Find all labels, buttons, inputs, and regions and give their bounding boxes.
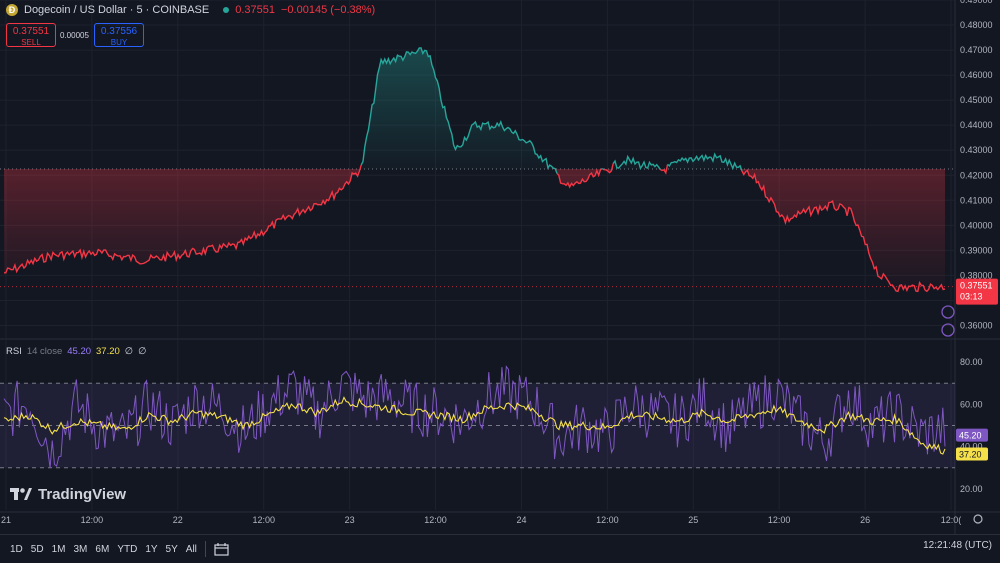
time-tick-label: 12:00 [768, 515, 791, 525]
price-tick-label: 0.49000 [960, 0, 993, 5]
timeframe-5y[interactable]: 5Y [165, 543, 178, 555]
buy-price: 0.37556 [100, 26, 138, 37]
timeframe-1d[interactable]: 1D [10, 543, 23, 555]
time-tick-label: 22 [173, 515, 183, 525]
price-line-segment [3, 164, 362, 274]
rsi-extra-2: ∅ [138, 346, 147, 357]
price-line-segment [360, 47, 558, 174]
rsi-ma-value: 37.20 [96, 346, 120, 357]
price-tick-label: 0.39000 [960, 245, 993, 255]
rsi-tick-label: 60.00 [960, 399, 983, 409]
price-tick-label: 0.40000 [960, 220, 993, 230]
price-tick-label: 0.45000 [960, 95, 993, 105]
rsi-value-tag-text: 45.20 [959, 431, 982, 441]
price-fill-area [4, 47, 945, 292]
sell-button[interactable]: 0.37551 SELL [6, 23, 56, 47]
buy-button[interactable]: 0.37556 BUY [94, 23, 144, 47]
time-tick-label: 23 [345, 515, 355, 525]
price-tick-label: 0.36000 [960, 320, 993, 330]
timeframe-5d[interactable]: 5D [30, 543, 44, 555]
toolbar-divider [204, 541, 206, 557]
time-tick-label: 12:00 [596, 515, 619, 525]
timeframe-6m[interactable]: 6M [95, 543, 110, 555]
tradingview-logo-text: TradingView [38, 486, 127, 503]
rsi-tick-label: 80.00 [960, 357, 983, 367]
tradingview-logo: TradingView [10, 486, 126, 503]
spread-value: 0.00005 [60, 31, 89, 40]
time-tick-label: 24 [516, 515, 526, 525]
timeframe-buttons: 1D 5D 1M 3M 6M YTD 1Y 5Y All [6, 544, 201, 555]
price-series [3, 47, 946, 293]
last-price: 0.37551 [235, 4, 275, 16]
lightning-icon [941, 323, 955, 337]
current-price-tag-value: 0.37551 [960, 281, 993, 291]
timeframe-all[interactable]: All [185, 543, 197, 555]
rsi-ma-tag [956, 447, 988, 461]
time-tick-label: 21 [1, 515, 11, 525]
time-tick-label: 12:00 [252, 515, 275, 525]
price-tick-label: 0.46000 [960, 70, 993, 80]
price-tick-label: 0.44000 [960, 120, 993, 130]
axes: 0.49000 0.48000 0.47000 0.46000 0.45000 0.440… [1, 0, 998, 525]
utc-clock[interactable]: 12:21:48 (UTC) [923, 540, 992, 551]
tradingview-logo-icon [10, 487, 32, 500]
rsi-panel [0, 365, 955, 469]
price-line-segment [601, 168, 605, 171]
price-line-segment [604, 163, 614, 174]
settings-gear-icon [973, 514, 983, 524]
time-tick-label: 25 [688, 515, 698, 525]
symbol-header: Ð Dogecoin / US Dollar · 5 · COINBASE 0.… [6, 4, 375, 16]
sell-label: SELL [21, 38, 41, 47]
symbol-title[interactable]: Dogecoin / US Dollar · 5 · COINBASE [24, 4, 210, 16]
rsi-tick-label: 20.00 [960, 484, 983, 494]
countdown-label: 03:13 [960, 292, 983, 302]
rsi-extra-1: ∅ [124, 346, 134, 357]
price-line-segment [741, 169, 946, 293]
price-tick-label: 0.47000 [960, 45, 993, 55]
bottom-toolbar: 1D 5D 1M 3M 6M YTD 1Y 5Y All [0, 534, 1000, 563]
timeframe-1m[interactable]: 1M [51, 543, 66, 555]
rsi-value-tag [956, 428, 988, 442]
price-tick-label: 0.48000 [960, 20, 993, 30]
price-line-segment [667, 152, 743, 172]
rsi-params: 14 close [26, 346, 63, 357]
rsi-ma-tag-text: 37.20 [959, 450, 982, 460]
market-open-dot [223, 7, 230, 13]
rsi-label: RSI [6, 346, 22, 357]
time-tick-label: 12:00 [81, 515, 104, 525]
rsi-line [3, 365, 946, 469]
rsi-legend[interactable]: RSI 14 close 45.20 37.20 ∅ ∅ [6, 346, 146, 357]
current-price-tag [956, 278, 998, 305]
date-range-icon[interactable] [214, 542, 230, 556]
time-tick-label: 12:00 [424, 515, 447, 525]
time-tick-label: 12:0( [941, 515, 962, 525]
rsi-ma-line [3, 396, 946, 455]
price-tick-label: 0.43000 [960, 145, 993, 155]
price-tick-label: 0.38000 [960, 270, 993, 280]
dogecoin-icon: Ð [6, 4, 18, 16]
down-fill [4, 169, 945, 292]
price-change: −0.00145 (−0.38%) [281, 4, 376, 16]
timeframe-3m[interactable]: 3M [73, 543, 88, 555]
price-tick-label: 0.41000 [960, 195, 993, 205]
price-tick-label: 0.42000 [960, 170, 993, 180]
timeframe-ytd[interactable]: YTD [117, 543, 138, 555]
up-fill [4, 47, 945, 169]
rsi-tick-label: 40.00 [960, 442, 983, 452]
price-line-segment [612, 154, 661, 170]
time-tick-label: 26 [860, 515, 870, 525]
price-line-segment [660, 164, 669, 175]
alert-icon [941, 305, 955, 319]
sell-price: 0.37551 [12, 26, 50, 37]
price-line-segment [556, 168, 603, 189]
timeframe-1y[interactable]: 1Y [145, 543, 158, 555]
buy-label: BUY [110, 38, 128, 47]
rsi-value: 45.20 [67, 346, 92, 357]
